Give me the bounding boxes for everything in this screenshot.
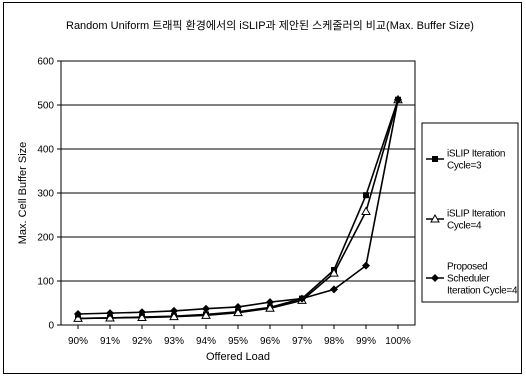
- diamond-marker: [234, 302, 242, 311]
- data-series: [73, 94, 403, 322]
- x-tick-label: 96%: [260, 336, 280, 347]
- diamond-marker: [74, 310, 82, 318]
- legend-label: Cycle=4: [447, 221, 482, 232]
- y-tick-label: 300: [37, 189, 54, 200]
- chart-title: Random Uniform 트래픽 환경에서의 iSLIP과 제안된 스케줄러…: [66, 19, 474, 32]
- y-tick-label: 0: [48, 321, 54, 332]
- legend-label: Cycle=3: [447, 161, 482, 172]
- diamond-marker: [330, 285, 338, 294]
- x-tick-label: 94%: [196, 336, 216, 347]
- triangle-marker: [329, 268, 339, 277]
- square-marker: [363, 192, 369, 199]
- chart-frame: Random Uniform 트래픽 환경에서의 iSLIP과 제안된 스케줄러…: [3, 2, 522, 374]
- x-tick-label: 98%: [324, 336, 344, 347]
- diamond-marker: [394, 95, 402, 104]
- y-tick-label: 100: [37, 277, 54, 288]
- series-2: [73, 94, 403, 322]
- x-tick-label: 99%: [356, 336, 376, 347]
- x-tick-label: 100%: [385, 336, 411, 347]
- y-tick-label: 400: [37, 145, 54, 156]
- x-tick-label: 93%: [164, 336, 184, 347]
- x-tick-label: 92%: [132, 336, 152, 347]
- legend-label: Proposed: [447, 262, 487, 273]
- legend-box: [421, 122, 519, 303]
- legend-label: Scheduler: [447, 274, 490, 285]
- y-tick-labels: 0 100 200 300 400 500 600: [37, 57, 61, 332]
- y-axis-label: Max. Cell Buffer Size: [17, 142, 29, 245]
- x-tick-label: 95%: [228, 336, 248, 347]
- triangle-marker: [201, 310, 211, 319]
- y-tick-label: 600: [37, 57, 54, 68]
- triangle-marker: [265, 303, 275, 312]
- diamond-marker: [266, 298, 274, 307]
- triangle-marker: [137, 312, 147, 322]
- square-marker: [432, 156, 438, 162]
- diamond-marker: [362, 261, 370, 270]
- triangle-marker: [105, 312, 115, 322]
- diamond-marker: [298, 294, 306, 303]
- triangle-marker: [169, 311, 179, 321]
- diamond-marker: [202, 304, 210, 313]
- diamond-marker: [170, 306, 178, 315]
- x-tick-label: 91%: [100, 336, 120, 347]
- x-tick-label: 97%: [292, 336, 312, 347]
- triangle-marker: [361, 206, 371, 215]
- diamond-marker: [431, 274, 439, 282]
- line-chart: Random Uniform 트래픽 환경에서의 iSLIP과 제안된 스케줄러…: [17, 19, 519, 363]
- triangle-marker: [233, 307, 243, 317]
- legend-label: Iteration Cycle=4: [447, 286, 518, 297]
- series-3: [74, 95, 402, 318]
- y-tick-label: 200: [37, 233, 54, 244]
- x-tick-label: 90%: [68, 336, 88, 347]
- legend-label: iSLIP Iteration: [447, 209, 505, 220]
- y-tick-label: 500: [37, 101, 54, 112]
- triangle-marker: [430, 213, 440, 223]
- x-axis-label: Offered Load: [206, 351, 270, 363]
- x-tick-labels: 90% 91% 92% 93% 94% 95% 96% 97% 98% 99% 100%: [68, 325, 411, 347]
- legend-label: iSLIP Iteration: [447, 149, 505, 160]
- gridlines: [61, 104, 415, 282]
- diamond-marker: [138, 308, 146, 317]
- diamond-marker: [106, 309, 114, 318]
